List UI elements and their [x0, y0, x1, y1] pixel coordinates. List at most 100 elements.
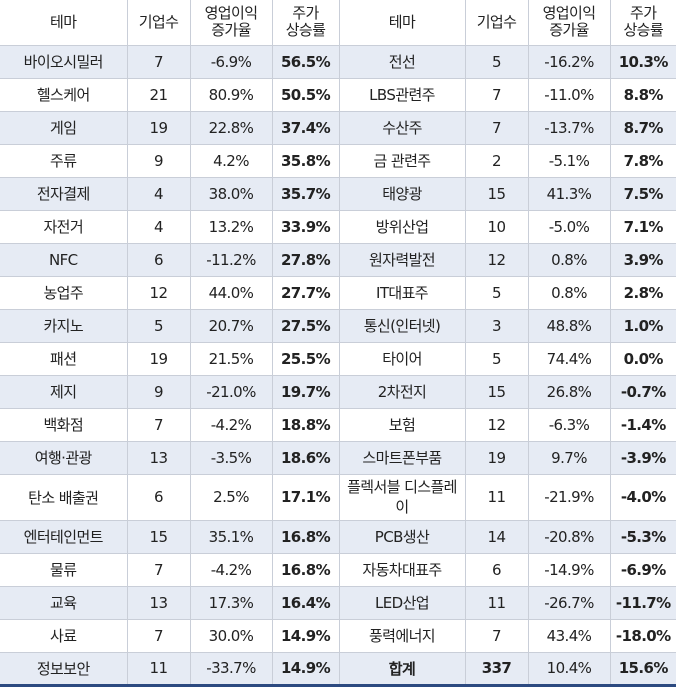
count-cell: 13 [127, 441, 191, 475]
price-rise-cell: 50.5% [272, 78, 340, 112]
price-rise-cell: 17.1% [272, 474, 340, 521]
header-op-growth-line1: 영업이익 [204, 4, 258, 23]
price-rise-cell-right: 8.8% [610, 78, 676, 112]
op-growth-cell: -4.2% [190, 553, 273, 587]
theme-cell: 자전거 [0, 210, 128, 244]
header-company-count-right: 기업수 [465, 0, 529, 46]
theme-cell-right: 풍력에너지 [339, 619, 466, 653]
price-rise-cell: 56.5% [272, 45, 340, 79]
price-rise-cell: 19.7% [272, 375, 340, 409]
header-price-rise: 주가 상승률 [272, 0, 340, 46]
count-cell-right: 19 [465, 441, 529, 475]
table-row: 정보보안 11 -33.7% 14.9% 합계 337 10.4% 15.6% [0, 652, 676, 687]
table-row: 사료 7 30.0% 14.9% 풍력에너지 7 43.4% -18.0% [0, 619, 676, 653]
theme-cell-right: 스마트폰부품 [339, 441, 466, 475]
op-growth-cell: -4.2% [190, 408, 273, 442]
count-cell-right: 15 [465, 375, 529, 409]
count-cell-right: 11 [465, 586, 529, 620]
op-growth-cell-right: 10.4% [528, 652, 611, 687]
price-rise-cell-right: -1.4% [610, 408, 676, 442]
theme-cell-right: LED산업 [339, 586, 466, 620]
count-cell: 15 [127, 520, 191, 554]
header-theme: 테마 [0, 0, 128, 46]
theme-cell: NFC [0, 243, 128, 277]
price-rise-cell-right: 2.8% [610, 276, 676, 310]
header-price-rise-right-line2: 상승률 [623, 21, 664, 40]
price-rise-cell: 16.8% [272, 520, 340, 554]
theme-cell: 엔터테인먼트 [0, 520, 128, 554]
count-cell: 9 [127, 375, 191, 409]
table-row: 탄소 배출권 6 2.5% 17.1% 플렉서블 디스플레이 11 -21.9% -4.0% [0, 474, 676, 521]
table-row: 바이오시밀러 7 -6.9% 56.5% 전선 5 -16.2% 10.3% [0, 45, 676, 79]
count-cell-right: 2 [465, 144, 529, 178]
table-row: 전자결제 4 38.0% 35.7% 태양광 15 41.3% 7.5% [0, 177, 676, 211]
table-row: 헬스케어 21 80.9% 50.5% LBS관련주 7 -11.0% 8.8% [0, 78, 676, 112]
count-cell: 12 [127, 276, 191, 310]
theme-cell-right: 금 관련주 [339, 144, 466, 178]
op-growth-cell-right: -16.2% [528, 45, 611, 79]
op-growth-cell: -21.0% [190, 375, 273, 409]
count-cell-right: 3 [465, 309, 529, 343]
op-growth-cell: -11.2% [190, 243, 273, 277]
count-cell: 7 [127, 408, 191, 442]
theme-cell-right: 합계 [339, 652, 466, 687]
theme-cell: 물류 [0, 553, 128, 587]
table-row: 농업주 12 44.0% 27.7% IT대표주 5 0.8% 2.8% [0, 276, 676, 310]
theme-cell: 제지 [0, 375, 128, 409]
price-rise-cell-right: 7.5% [610, 177, 676, 211]
op-growth-cell: 30.0% [190, 619, 273, 653]
price-rise-cell-right: -18.0% [610, 619, 676, 653]
price-rise-cell-right: 10.3% [610, 45, 676, 79]
op-growth-cell-right: 0.8% [528, 243, 611, 277]
price-rise-cell: 16.4% [272, 586, 340, 620]
op-growth-cell-right: -5.0% [528, 210, 611, 244]
price-rise-cell-right: 15.6% [610, 652, 676, 687]
price-rise-cell: 18.8% [272, 408, 340, 442]
count-cell-right: 7 [465, 619, 529, 653]
theme-cell-right: 타이어 [339, 342, 466, 376]
op-growth-cell-right: -14.9% [528, 553, 611, 587]
op-growth-cell: 38.0% [190, 177, 273, 211]
op-growth-cell-right: -6.3% [528, 408, 611, 442]
table-row: 자전거 4 13.2% 33.9% 방위산업 10 -5.0% 7.1% [0, 210, 676, 244]
price-rise-cell-right: 1.0% [610, 309, 676, 343]
price-rise-cell: 35.7% [272, 177, 340, 211]
count-cell: 7 [127, 553, 191, 587]
op-growth-cell-right: -5.1% [528, 144, 611, 178]
price-rise-cell: 35.8% [272, 144, 340, 178]
header-op-growth-line2: 증가율 [211, 21, 251, 40]
theme-cell: 카지노 [0, 309, 128, 343]
table-row: 엔터테인먼트 15 35.1% 16.8% PCB생산 14 -20.8% -5.3% [0, 520, 676, 554]
theme-cell: 패션 [0, 342, 128, 376]
count-cell-right: 12 [465, 243, 529, 277]
theme-cell-right: 태양광 [339, 177, 466, 211]
op-growth-cell-right: -21.9% [528, 474, 611, 521]
theme-cell: 바이오시밀러 [0, 45, 128, 79]
header-op-growth: 영업이익 증가율 [190, 0, 273, 46]
theme-cell-right: 자동차대표주 [339, 553, 466, 587]
price-rise-cell: 37.4% [272, 111, 340, 145]
count-cell: 6 [127, 243, 191, 277]
header-price-rise-line1: 주가 [292, 4, 319, 23]
header-theme-right: 테마 [339, 0, 466, 46]
table-row: 게임 19 22.8% 37.4% 수산주 7 -13.7% 8.7% [0, 111, 676, 145]
op-growth-cell-right: 26.8% [528, 375, 611, 409]
price-rise-cell-right: 3.9% [610, 243, 676, 277]
op-growth-cell-right: 43.4% [528, 619, 611, 653]
theme-cell-right: 전선 [339, 45, 466, 79]
table-row: 카지노 5 20.7% 27.5% 통신(인터넷) 3 48.8% 1.0% [0, 309, 676, 343]
theme-cell: 여행·관광 [0, 441, 128, 475]
table-row: 백화점 7 -4.2% 18.8% 보험 12 -6.3% -1.4% [0, 408, 676, 442]
table-row: NFC 6 -11.2% 27.8% 원자력발전 12 0.8% 3.9% [0, 243, 676, 277]
price-rise-cell: 33.9% [272, 210, 340, 244]
op-growth-cell: 4.2% [190, 144, 273, 178]
price-rise-cell: 27.8% [272, 243, 340, 277]
op-growth-cell-right: -20.8% [528, 520, 611, 554]
op-growth-cell: 44.0% [190, 276, 273, 310]
op-growth-cell-right: 74.4% [528, 342, 611, 376]
op-growth-cell: 17.3% [190, 586, 273, 620]
op-growth-cell-right: 0.8% [528, 276, 611, 310]
price-rise-cell-right: 7.1% [610, 210, 676, 244]
price-rise-cell-right: -11.7% [610, 586, 676, 620]
